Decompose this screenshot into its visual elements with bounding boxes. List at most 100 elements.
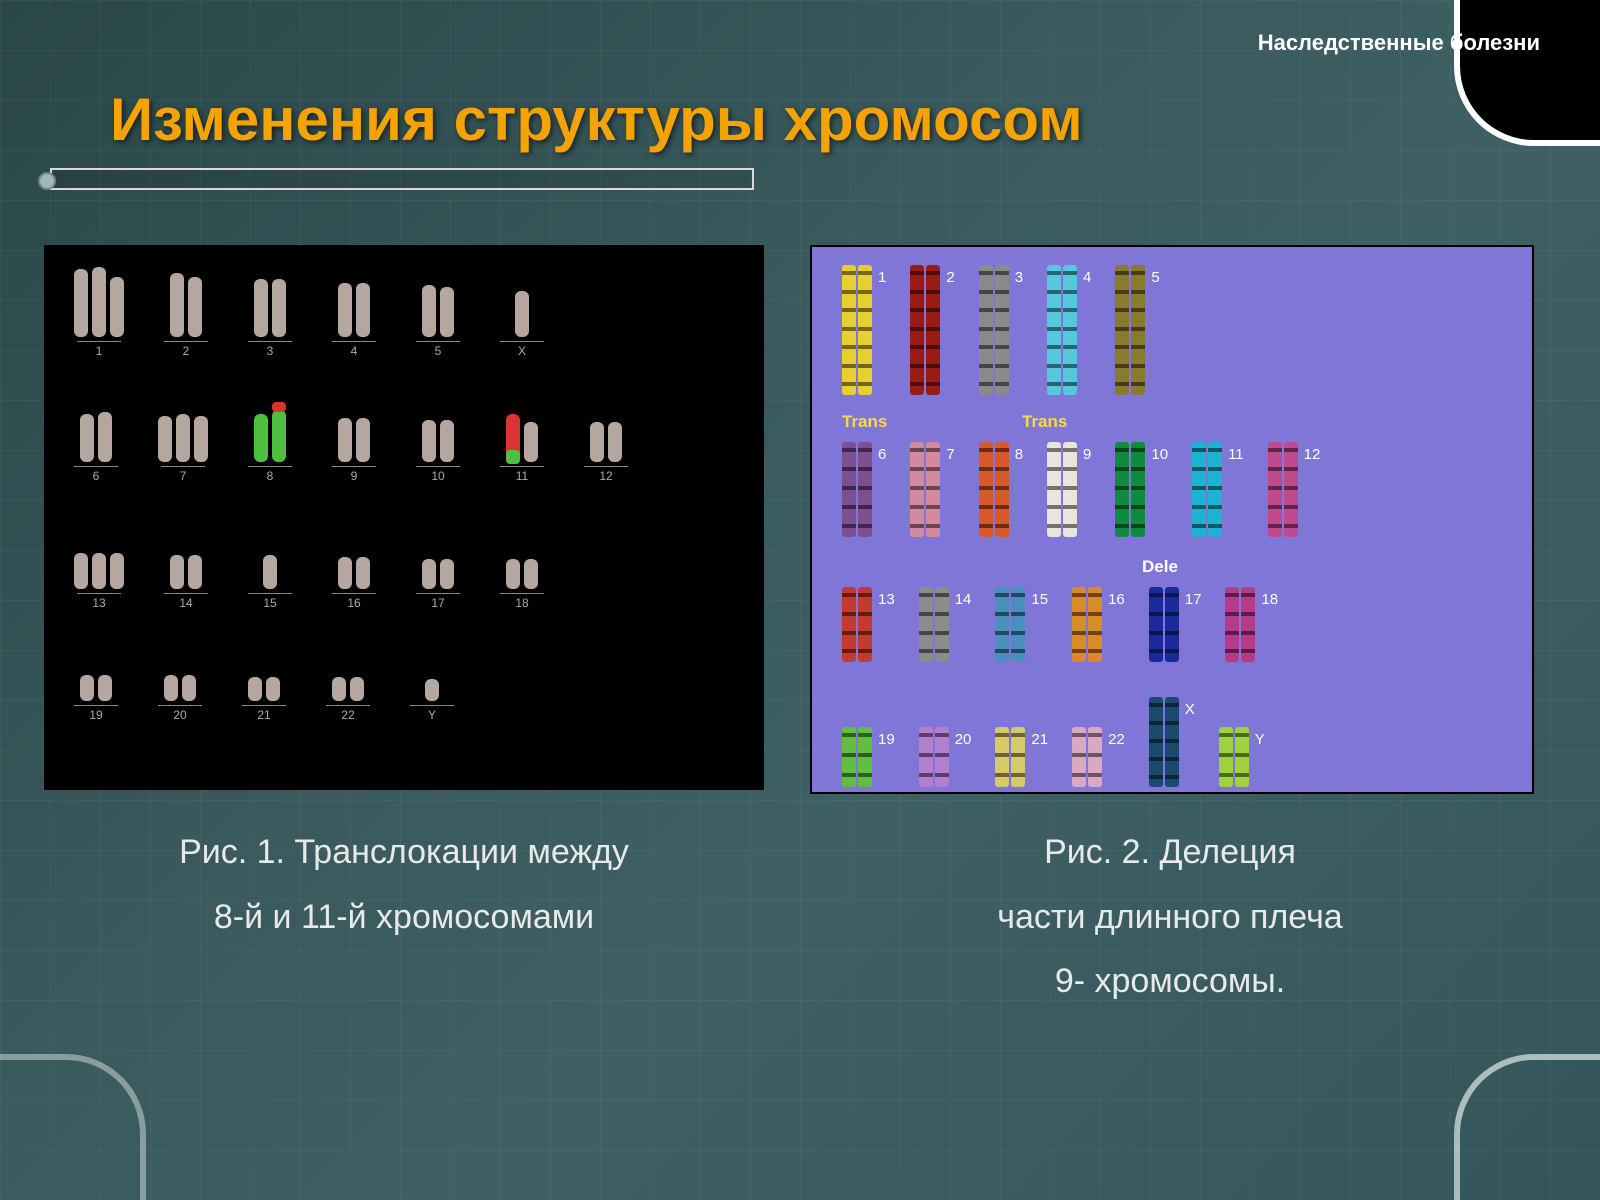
color-chrom-shape bbox=[1219, 727, 1233, 787]
color-chrom-shape bbox=[858, 587, 872, 662]
color-chrom-number: 15 bbox=[1031, 591, 1048, 608]
color-chrom-12: 12 bbox=[1268, 442, 1321, 537]
color-chrom-shape bbox=[995, 442, 1009, 537]
chrom-shape bbox=[182, 675, 196, 701]
chrom-number: 6 bbox=[93, 469, 100, 483]
caption-left-line1: Рис. 1. Транслокации между bbox=[179, 833, 629, 871]
color-chrom-number: 19 bbox=[878, 731, 895, 748]
chrom-shape bbox=[266, 677, 280, 701]
color-chrom-number: 13 bbox=[878, 591, 895, 608]
chrom-shape bbox=[338, 418, 352, 462]
chrom-number: 20 bbox=[173, 708, 186, 722]
chrom-shape bbox=[272, 279, 286, 337]
chrom-shape bbox=[110, 277, 124, 337]
color-chrom-22: 22 bbox=[1072, 727, 1125, 787]
color-chrom-shape bbox=[919, 727, 933, 787]
color-chrom-shape bbox=[910, 442, 924, 537]
color-chrom-19: 19 bbox=[842, 727, 895, 787]
color-chrom-shape bbox=[1072, 727, 1086, 787]
chrom-cell-8: 8 bbox=[248, 410, 292, 483]
chrom-cell-3: 3 bbox=[248, 279, 292, 358]
chrom-shape bbox=[440, 559, 454, 589]
color-chrom-shape bbox=[1131, 265, 1145, 395]
chrom-shape bbox=[272, 410, 286, 462]
chrom-number: 18 bbox=[515, 596, 528, 610]
chrom-cell-18: 18 bbox=[500, 559, 544, 610]
chrom-cell-20: 20 bbox=[158, 675, 202, 722]
chrom-number: 2 bbox=[183, 344, 190, 358]
color-chrom-6: 6 bbox=[842, 442, 886, 537]
caption-right-line2: части длинного плеча bbox=[997, 898, 1342, 936]
color-chrom-4: 4 bbox=[1047, 265, 1091, 395]
chrom-shape bbox=[506, 414, 520, 462]
color-chrom-shape bbox=[1047, 265, 1061, 395]
chrom-number: 5 bbox=[435, 344, 442, 358]
color-chrom-17: 17 bbox=[1149, 587, 1202, 662]
color-chrom-18: 18 bbox=[1225, 587, 1278, 662]
color-chrom-shape bbox=[995, 265, 1009, 395]
chrom-shape bbox=[515, 291, 529, 337]
color-chrom-14: 14 bbox=[919, 587, 972, 662]
chrom-number: 12 bbox=[599, 469, 612, 483]
chrom-shape bbox=[422, 420, 436, 462]
chrom-shape bbox=[92, 553, 106, 589]
caption-right-line3: 9- хромосомы. bbox=[1055, 962, 1285, 1000]
karyotype-row: 6789101112 bbox=[74, 410, 628, 483]
chrom-number: 17 bbox=[431, 596, 444, 610]
color-chrom-number: 8 bbox=[1015, 446, 1023, 463]
color-chrom-number: 12 bbox=[1304, 446, 1321, 463]
chrom-cell-11: 11 bbox=[500, 414, 544, 483]
chrom-cell-21: 21 bbox=[242, 677, 286, 722]
caption-right: Рис. 2. Делеция части длинного плеча 9- … bbox=[810, 820, 1530, 1014]
chrom-cell-2: 2 bbox=[164, 273, 208, 358]
color-chrom-shape bbox=[1225, 587, 1239, 662]
chrom-shape bbox=[254, 414, 268, 462]
chrom-cell-19: 19 bbox=[74, 675, 118, 722]
color-chrom-shape bbox=[842, 265, 856, 395]
chrom-number: 10 bbox=[431, 469, 444, 483]
chrom-shape bbox=[356, 418, 370, 462]
chrom-shape bbox=[248, 677, 262, 701]
color-karyotype-row: 131415161718 bbox=[842, 587, 1278, 662]
color-chrom-shape bbox=[935, 587, 949, 662]
color-chrom-20: 20 bbox=[919, 727, 972, 787]
chrom-shape bbox=[506, 559, 520, 589]
color-chrom-8: 8 bbox=[979, 442, 1023, 537]
color-chrom-shape bbox=[1192, 442, 1206, 537]
color-chrom-shape bbox=[1011, 587, 1025, 662]
chrom-number: 16 bbox=[347, 596, 360, 610]
color-chrom-shape bbox=[1072, 587, 1086, 662]
color-chrom-number: 1 bbox=[878, 269, 886, 286]
chrom-number: 1 bbox=[96, 344, 103, 358]
chrom-number: 21 bbox=[257, 708, 270, 722]
chrom-cell-12: 12 bbox=[584, 422, 628, 483]
color-chrom-shape bbox=[1047, 442, 1061, 537]
chrom-shape bbox=[356, 557, 370, 589]
chrom-cell-9: 9 bbox=[332, 418, 376, 483]
chrom-cell-15: 15 bbox=[248, 555, 292, 610]
chrom-shape bbox=[608, 422, 622, 462]
color-chrom-number: 22 bbox=[1108, 731, 1125, 748]
color-chrom-shape bbox=[1063, 442, 1077, 537]
chrom-shape bbox=[80, 675, 94, 701]
color-chrom-shape bbox=[1131, 442, 1145, 537]
color-chrom-number: X bbox=[1185, 701, 1195, 718]
chrom-shape bbox=[590, 422, 604, 462]
color-chrom-shape bbox=[910, 265, 924, 395]
chrom-shape bbox=[422, 559, 436, 589]
color-chrom-number: 18 bbox=[1261, 591, 1278, 608]
chrom-shape bbox=[440, 420, 454, 462]
chrom-cell-10: 10 bbox=[416, 420, 460, 483]
chrom-shape bbox=[164, 675, 178, 701]
color-chrom-shape bbox=[926, 265, 940, 395]
chrom-number: 9 bbox=[351, 469, 358, 483]
color-chrom-shape bbox=[995, 727, 1009, 787]
color-chrom-number: 2 bbox=[946, 269, 954, 286]
color-chrom-shape bbox=[858, 265, 872, 395]
chrom-shape bbox=[356, 283, 370, 337]
color-chrom-shape bbox=[842, 442, 856, 537]
color-chrom-shape bbox=[858, 727, 872, 787]
color-chrom-number: 14 bbox=[955, 591, 972, 608]
color-chrom-shape bbox=[1165, 697, 1179, 787]
chrom-cell-5: 5 bbox=[416, 285, 460, 358]
